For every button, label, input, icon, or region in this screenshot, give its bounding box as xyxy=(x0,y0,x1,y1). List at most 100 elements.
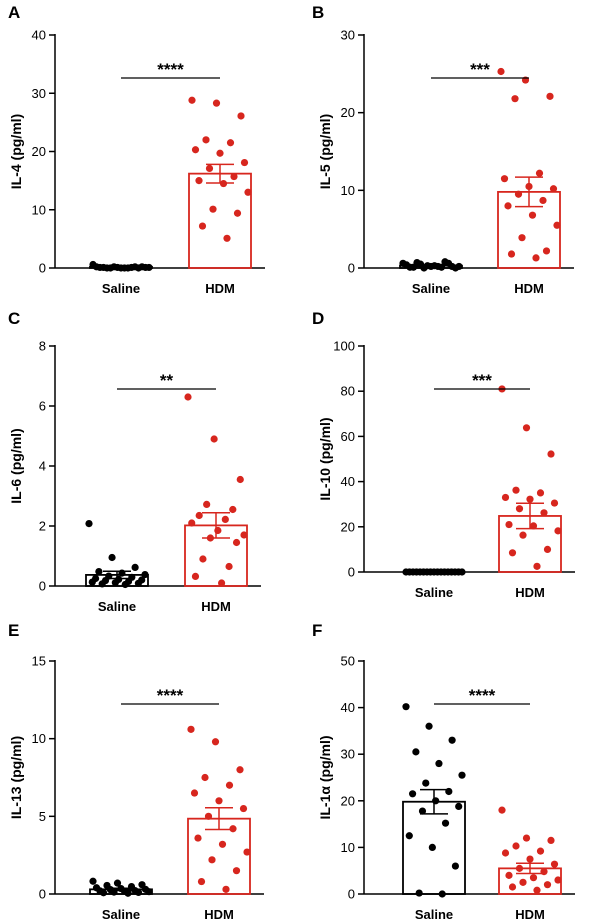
data-point xyxy=(110,888,118,896)
data-point xyxy=(118,569,126,577)
y-axis-label: IL-10 (pg/ml) xyxy=(317,417,333,500)
data-point xyxy=(444,259,453,267)
data-point xyxy=(543,881,552,889)
data-point xyxy=(515,864,524,872)
data-point xyxy=(204,812,213,820)
data-point xyxy=(533,886,541,894)
x-category-label: HDM xyxy=(515,585,545,600)
data-point xyxy=(522,834,531,842)
significance-stars: **** xyxy=(157,60,184,79)
data-point xyxy=(95,568,103,576)
y-tick-label: 60 xyxy=(341,429,355,444)
data-point xyxy=(205,164,214,172)
data-point xyxy=(134,888,143,897)
x-category-label: Saline xyxy=(412,281,450,296)
data-point xyxy=(188,96,196,104)
data-point xyxy=(507,250,516,258)
data-point xyxy=(223,234,231,242)
data-point xyxy=(88,578,96,586)
data-point xyxy=(222,885,230,893)
y-tick-label: 20 xyxy=(341,793,355,808)
data-point xyxy=(232,867,241,875)
data-point xyxy=(212,99,221,107)
data-point xyxy=(535,169,544,177)
data-point xyxy=(528,211,537,219)
data-point xyxy=(512,486,520,494)
panel-d: D 0 20 40 60 80 100 IL-10 (pg/ml) Saline HDM *** xyxy=(312,309,575,600)
data-point xyxy=(98,580,106,588)
y-tick-label: 10 xyxy=(341,840,355,855)
data-point xyxy=(420,264,428,272)
data-point xyxy=(221,515,229,524)
data-point xyxy=(202,136,210,144)
data-point xyxy=(547,450,555,458)
data-point xyxy=(402,703,410,711)
data-point xyxy=(554,527,562,535)
y-tick-label: 8 xyxy=(39,339,46,354)
data-point xyxy=(536,489,545,497)
data-point xyxy=(540,868,548,876)
data-point xyxy=(108,553,116,562)
data-point xyxy=(522,424,531,432)
significance-stars: *** xyxy=(470,60,490,79)
data-point xyxy=(437,568,445,576)
data-point xyxy=(514,190,523,198)
data-point xyxy=(198,222,207,230)
panel-letter: C xyxy=(8,309,20,328)
significance-stars: **** xyxy=(469,686,496,705)
data-point xyxy=(441,819,450,827)
data-point xyxy=(542,247,551,255)
x-category-label: Saline xyxy=(415,585,453,600)
data-point xyxy=(225,562,233,571)
data-point xyxy=(111,579,119,587)
y-tick-label: 30 xyxy=(32,86,46,101)
data-point xyxy=(539,196,547,205)
data-point xyxy=(500,175,509,183)
data-point xyxy=(447,568,456,576)
data-point xyxy=(134,264,143,272)
y-tick-label: 30 xyxy=(341,747,355,762)
data-point xyxy=(547,836,555,845)
data-point xyxy=(525,182,533,191)
x-category-label: Saline xyxy=(415,907,453,920)
data-point xyxy=(199,555,207,563)
data-point xyxy=(448,736,456,744)
y-tick-label: 0 xyxy=(348,887,355,902)
data-point xyxy=(412,748,420,756)
x-category-label: Saline xyxy=(98,599,136,614)
data-point xyxy=(229,825,237,833)
data-point xyxy=(455,262,463,271)
data-point xyxy=(218,579,226,587)
data-point xyxy=(187,725,195,733)
panel-letter: D xyxy=(312,309,324,328)
data-point xyxy=(206,534,214,542)
data-point xyxy=(195,511,203,520)
panel-e: E 0 5 10 15 IL-13 (pg/ml) Saline HDM **** xyxy=(8,621,264,920)
data-point xyxy=(232,538,241,547)
data-point xyxy=(435,759,443,768)
data-point xyxy=(216,149,224,157)
data-point xyxy=(113,879,122,887)
y-tick-label: 0 xyxy=(39,579,46,594)
y-tick-label: 20 xyxy=(341,105,355,120)
bar xyxy=(188,172,252,269)
data-point xyxy=(208,856,216,864)
x-category-label: HDM xyxy=(514,281,544,296)
data-point xyxy=(529,874,538,882)
data-point xyxy=(184,393,192,401)
data-point xyxy=(110,263,118,271)
data-point xyxy=(191,572,200,581)
significance-stars: *** xyxy=(472,371,492,390)
data-point xyxy=(240,158,249,167)
y-tick-label: 40 xyxy=(341,474,355,489)
data-point xyxy=(415,889,423,897)
y-tick-label: 10 xyxy=(32,731,46,746)
panel-letter: E xyxy=(8,621,19,640)
x-category-label: HDM xyxy=(515,907,545,920)
data-point xyxy=(201,773,209,782)
panel-letter: A xyxy=(8,3,20,22)
data-point xyxy=(141,571,149,579)
y-axis-label: IL-5 (pg/ml) xyxy=(317,114,333,189)
data-point xyxy=(425,722,433,730)
